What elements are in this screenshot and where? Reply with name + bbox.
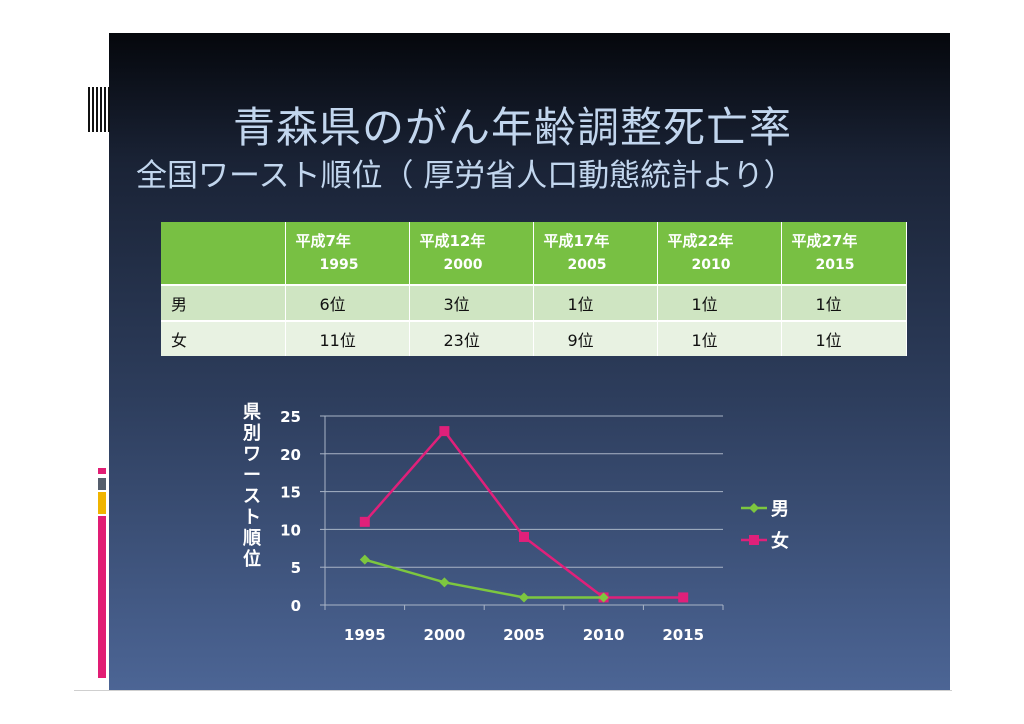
data-point xyxy=(359,516,370,527)
x-tick-label: 2010 xyxy=(583,626,625,644)
header-year: 1995 xyxy=(319,257,359,273)
data-point xyxy=(439,426,450,437)
slide-subtitle: 全国ワースト順位（ 厚労省人口動態統計より） xyxy=(136,158,795,194)
row-label: 男 xyxy=(161,284,286,321)
ranking-table: 平成7年 1995 平成12年 2000 平成17年 2005 平成22年 2010 平… xyxy=(161,222,907,356)
x-tick-label: 2005 xyxy=(503,626,545,644)
decorative-stripes xyxy=(88,87,110,132)
table-cell: 9位 xyxy=(533,320,658,356)
table-cell: 1位 xyxy=(781,284,907,321)
legend-label: 女 xyxy=(771,530,789,552)
header-year: 2000 xyxy=(443,257,483,273)
data-point xyxy=(519,531,529,542)
table-cell: 23位 xyxy=(409,320,534,356)
slide-background xyxy=(109,33,950,690)
table-header-cell: 平成12年 2000 xyxy=(409,222,534,285)
y-tick-label: 10 xyxy=(280,521,301,539)
table-header-row: 平成7年 1995 平成12年 2000 平成17年 2005 平成22年 2010 平… xyxy=(161,222,907,285)
data-point xyxy=(598,592,609,603)
y-tick-label: 0 xyxy=(291,597,301,615)
data-point xyxy=(519,592,529,603)
table-header-cell: 平成22年 2010 xyxy=(657,222,782,285)
header-era: 平成12年 xyxy=(419,232,486,250)
table-cell: 6位 xyxy=(285,284,410,321)
table-row-male: 男 6位 3位 1位 1位 1位 xyxy=(161,284,907,321)
header-era: 平成7年 xyxy=(295,232,351,250)
y-tick-label: 25 xyxy=(280,408,301,426)
y-tick-label: 5 xyxy=(291,559,301,577)
data-point xyxy=(749,503,759,513)
data-point xyxy=(439,577,450,588)
header-year: 2010 xyxy=(691,257,731,273)
data-point xyxy=(678,592,689,603)
table-cell: 1位 xyxy=(533,284,658,321)
data-point xyxy=(359,554,370,565)
side-accent-gray xyxy=(98,478,106,490)
header-era: 平成17年 xyxy=(543,232,610,250)
table-cell: 3位 xyxy=(409,284,534,321)
y-tick-label: 15 xyxy=(280,484,301,502)
table-cell: 11位 xyxy=(285,320,410,356)
header-year: 2015 xyxy=(815,257,855,273)
x-tick-label: 1995 xyxy=(344,626,386,644)
header-year: 2005 xyxy=(567,257,607,273)
header-era: 平成22年 xyxy=(667,232,734,250)
series-line xyxy=(364,558,604,599)
side-accent-yellow xyxy=(98,492,106,514)
row-label: 女 xyxy=(161,320,286,356)
y-tick-label: 20 xyxy=(280,446,301,464)
table-header-cell: 平成17年 2005 xyxy=(533,222,658,285)
table-header-cell: 平成27年 2015 xyxy=(781,222,907,285)
data-point xyxy=(749,535,759,545)
slide-title: 青森県のがん年齢調整死亡率 xyxy=(233,103,793,152)
x-tick-label: 2000 xyxy=(424,626,466,644)
x-tick-label: 2015 xyxy=(662,626,704,644)
y-axis-label: 県別ワースト順位 xyxy=(243,402,262,570)
side-accent-pink-long xyxy=(98,516,106,678)
table-header-corner xyxy=(161,222,286,285)
table-cell: 1位 xyxy=(657,284,782,321)
legend-label: 男 xyxy=(771,499,789,520)
table-header-cell: 平成7年 1995 xyxy=(285,222,410,285)
table-cell: 1位 xyxy=(781,320,907,356)
header-era: 平成27年 xyxy=(791,232,858,250)
table-cell: 1位 xyxy=(657,320,782,356)
side-accent-pink xyxy=(98,468,106,474)
table-row-female: 女 11位 23位 9位 1位 1位 xyxy=(161,320,907,356)
